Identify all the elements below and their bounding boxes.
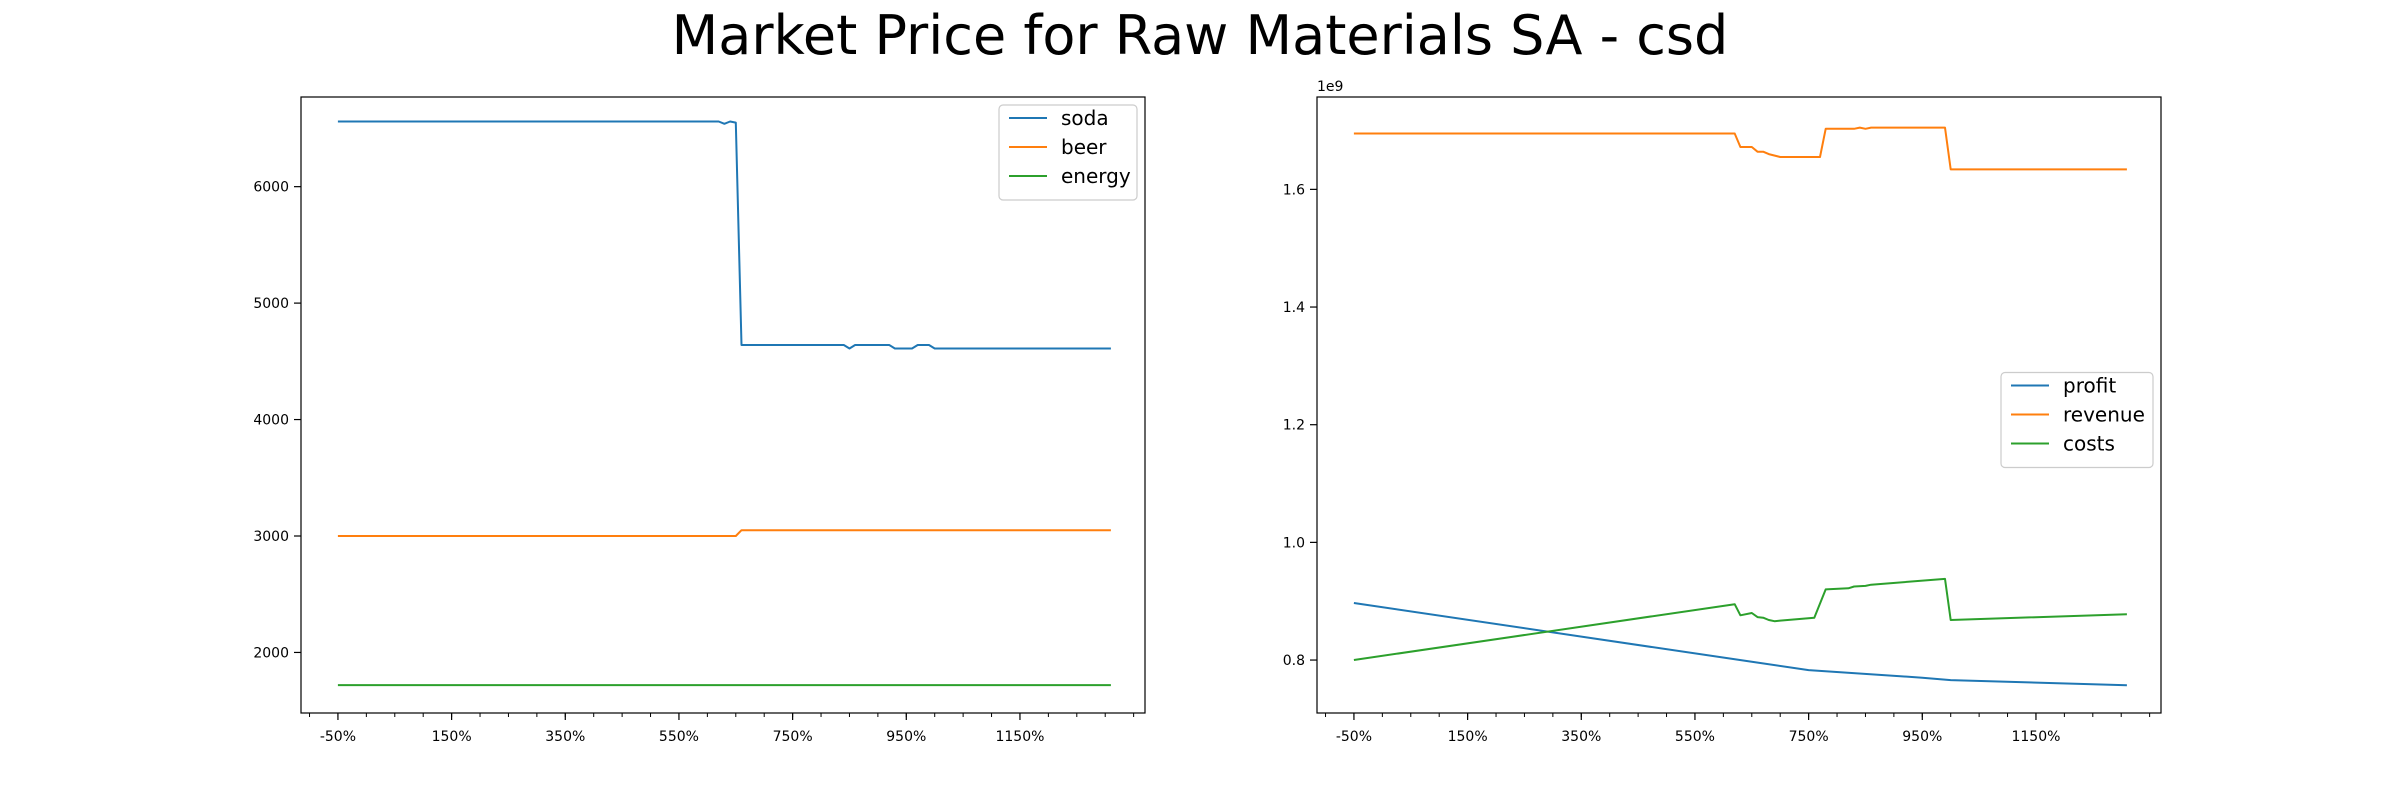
y-tick-label: 5000 (253, 296, 289, 312)
legend-label-soda: soda (1061, 106, 1109, 130)
series-line-beer (337, 529, 1111, 537)
plot-frame (1316, 96, 2162, 714)
x-tick-label: 550% (659, 729, 699, 745)
x-tick-label: 350% (1561, 729, 1601, 745)
x-tick-label: 950% (1902, 729, 1942, 745)
x-tick-label: 1150% (995, 729, 1044, 745)
y-tick-label: 4000 (253, 413, 289, 429)
legend-label-profit: profit (2063, 374, 2116, 398)
x-tick-label: -50% (320, 729, 356, 745)
legend-label-revenue: revenue (2063, 403, 2145, 427)
y-offset-label: 1e9 (1317, 79, 1343, 95)
series-line-soda (337, 120, 1111, 350)
legend: profit revenue costs (2000, 371, 2154, 469)
y-tick-label: 6000 (253, 180, 289, 196)
y-tick-label: 1.2 (1283, 418, 1305, 434)
y-tick-label: 0.8 (1283, 653, 1305, 669)
panel-1: -50% 150% 350% 550% 750% 950% 1150% 2000 3000 400… (253, 96, 1146, 745)
legend-label-beer: beer (1061, 135, 1107, 159)
y-tick-label: 2000 (253, 645, 289, 661)
legend: soda beer energy (998, 104, 1138, 201)
panel-2: -50% 150% 350% 550% 750% 950% 1150% 0.8 1.0 1.2 1.… (1283, 79, 2162, 745)
x-tick-label: 950% (886, 729, 926, 745)
series-line-profit (1353, 602, 2127, 687)
x-tick-label: -50% (1336, 729, 1372, 745)
x-tick-label: 550% (1675, 729, 1715, 745)
y-tick-label: 1.4 (1283, 300, 1305, 316)
plot-frame (300, 96, 1146, 714)
series-line-costs (1353, 577, 2127, 661)
legend-label-costs: costs (2063, 432, 2115, 456)
x-tick-label: 750% (773, 729, 813, 745)
y-tick-label: 1.0 (1283, 535, 1305, 551)
chart-title: Market Price for Raw Materials SA - csd (671, 4, 1729, 67)
x-tick-label: 150% (1448, 729, 1488, 745)
x-tick-label: 750% (1789, 729, 1829, 745)
x-tick-label: 350% (545, 729, 585, 745)
legend-label-energy: energy (1061, 164, 1131, 188)
series-line-revenue (1353, 126, 2127, 171)
y-tick-label: 1.6 (1283, 182, 1305, 198)
y-tick-label: 3000 (253, 529, 289, 545)
x-tick-label: 150% (432, 729, 472, 745)
x-tick-label: 1150% (2011, 729, 2060, 745)
